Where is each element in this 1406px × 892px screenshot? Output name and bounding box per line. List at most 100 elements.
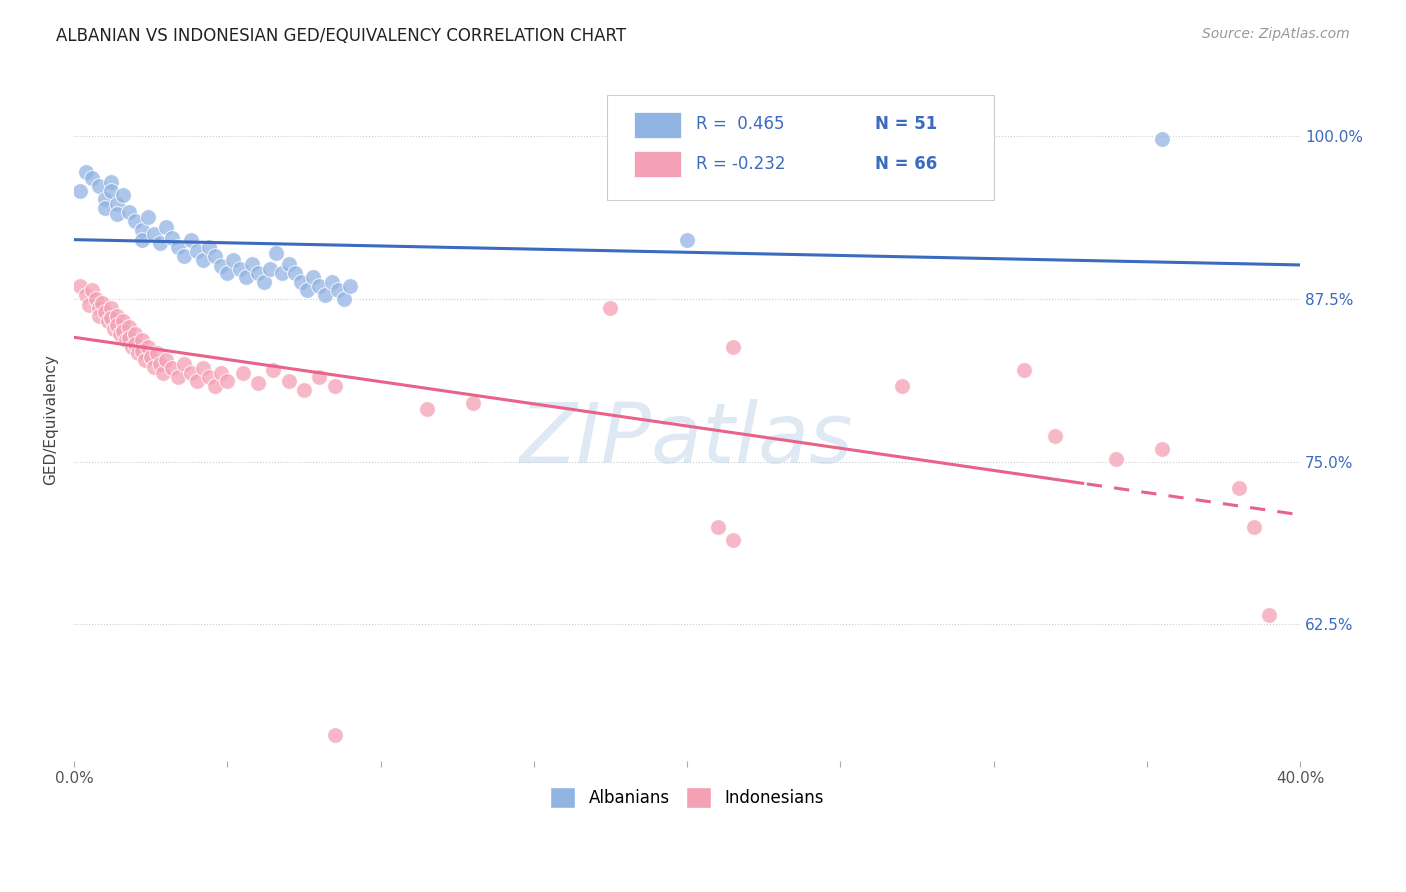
Point xyxy=(167,370,190,384)
Point xyxy=(100,175,122,189)
Point xyxy=(167,240,190,254)
Text: Source: ZipAtlas.com: Source: ZipAtlas.com xyxy=(1202,27,1350,41)
Point xyxy=(706,519,728,533)
Point xyxy=(323,728,346,742)
Point xyxy=(124,337,146,351)
Point xyxy=(1227,481,1250,495)
Point xyxy=(277,257,299,271)
Point xyxy=(253,275,276,289)
Point xyxy=(82,170,104,185)
Text: R =  0.465: R = 0.465 xyxy=(696,115,785,133)
Point xyxy=(1243,519,1265,533)
Point xyxy=(1012,363,1035,377)
Point xyxy=(235,269,257,284)
Point xyxy=(1258,608,1281,623)
Point xyxy=(599,301,621,315)
Point xyxy=(121,340,143,354)
Point xyxy=(112,324,135,338)
Point xyxy=(105,309,128,323)
Point xyxy=(100,311,122,326)
Point xyxy=(262,363,284,377)
Text: N = 51: N = 51 xyxy=(875,115,936,133)
Point xyxy=(84,292,107,306)
Point xyxy=(93,201,115,215)
Point xyxy=(1152,442,1174,456)
Point xyxy=(112,187,135,202)
Point xyxy=(108,326,131,341)
Point xyxy=(131,334,153,348)
Point xyxy=(127,346,149,360)
Point xyxy=(155,220,177,235)
Point xyxy=(146,346,169,360)
Point xyxy=(259,261,281,276)
Point xyxy=(676,233,699,247)
Point xyxy=(302,269,325,284)
Point xyxy=(1105,452,1128,467)
Point xyxy=(333,292,356,306)
Text: R = -0.232: R = -0.232 xyxy=(696,154,785,172)
Point xyxy=(142,359,165,374)
Point xyxy=(228,261,250,276)
FancyBboxPatch shape xyxy=(634,112,681,137)
Point xyxy=(115,334,138,348)
Point xyxy=(152,366,174,380)
Point xyxy=(160,230,183,244)
Point xyxy=(131,343,153,358)
Point xyxy=(134,353,156,368)
Point xyxy=(118,331,141,345)
Text: ZIPatlas: ZIPatlas xyxy=(520,400,853,480)
Point xyxy=(308,370,330,384)
Point xyxy=(240,257,263,271)
Point xyxy=(100,184,122,198)
Point xyxy=(139,351,162,365)
Point xyxy=(321,275,343,289)
Point xyxy=(87,301,110,315)
Point xyxy=(124,213,146,227)
Point xyxy=(204,249,226,263)
Point xyxy=(79,298,101,312)
Point xyxy=(103,322,125,336)
Point xyxy=(180,233,202,247)
Point xyxy=(118,204,141,219)
Point xyxy=(461,396,484,410)
Point xyxy=(1043,428,1066,442)
Point xyxy=(277,374,299,388)
Point xyxy=(75,288,97,302)
Point xyxy=(90,295,112,310)
Point xyxy=(142,227,165,241)
Point xyxy=(323,379,346,393)
Point xyxy=(339,278,361,293)
Point xyxy=(222,252,245,267)
Point xyxy=(75,165,97,179)
Point xyxy=(136,340,159,354)
Point xyxy=(266,246,288,260)
Point xyxy=(118,320,141,334)
Point xyxy=(131,233,153,247)
Point xyxy=(124,326,146,341)
Point xyxy=(93,192,115,206)
Point xyxy=(246,376,269,391)
Point xyxy=(131,223,153,237)
Point xyxy=(149,357,172,371)
Point xyxy=(105,207,128,221)
Point xyxy=(87,178,110,193)
Point xyxy=(160,360,183,375)
Point xyxy=(198,240,221,254)
Y-axis label: GED/Equivalency: GED/Equivalency xyxy=(44,354,58,484)
Point xyxy=(136,210,159,224)
FancyBboxPatch shape xyxy=(634,152,681,178)
Point xyxy=(314,288,336,302)
Point xyxy=(209,259,232,273)
Point xyxy=(198,370,221,384)
Point xyxy=(292,383,315,397)
Point xyxy=(186,244,208,258)
Point xyxy=(112,314,135,328)
Point xyxy=(191,360,214,375)
Point xyxy=(186,374,208,388)
Point xyxy=(232,366,254,380)
Point xyxy=(180,366,202,380)
Point xyxy=(217,374,239,388)
Text: ALBANIAN VS INDONESIAN GED/EQUIVALENCY CORRELATION CHART: ALBANIAN VS INDONESIAN GED/EQUIVALENCY C… xyxy=(56,27,626,45)
Legend: Albanians, Indonesians: Albanians, Indonesians xyxy=(543,780,831,814)
Point xyxy=(69,184,91,198)
